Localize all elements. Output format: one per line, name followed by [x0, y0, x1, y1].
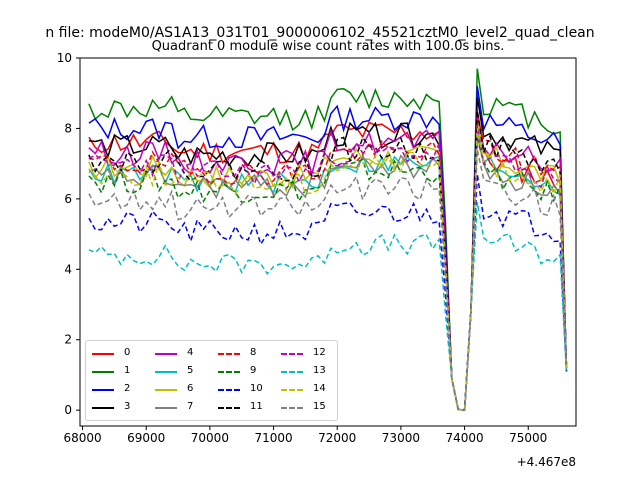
y-tick-label: 10: [57, 51, 72, 65]
legend-swatch: [155, 389, 177, 391]
legend-label: 8: [250, 347, 257, 358]
series-line-14: [88, 128, 568, 412]
x-axis: 68000 69000 70000 71000 72000 73000 74000 75000: [63, 426, 547, 445]
legend-swatch: [92, 389, 114, 391]
legend-entry-7: 7: [151, 400, 211, 416]
legend-label: 5: [187, 365, 194, 376]
legend-entry-11: 11: [214, 400, 274, 416]
legend-swatch: [92, 371, 114, 373]
legend-swatch: [155, 371, 177, 373]
legend-swatch: [92, 407, 114, 409]
y-tick-label: 6: [64, 192, 72, 206]
series-line-9: [88, 138, 568, 412]
y-tick-label: 2: [64, 333, 72, 347]
legend-entry-9: 9: [214, 364, 274, 380]
legend-swatch: [218, 371, 240, 373]
legend-label: 4: [187, 347, 194, 358]
y-tick-label: 4: [64, 262, 72, 276]
legend-label: 12: [313, 347, 326, 358]
series-line-1: [88, 68, 568, 412]
legend-label: 1: [124, 365, 131, 376]
y-tick-label: 8: [64, 121, 72, 135]
x-tick-label: 72000: [318, 431, 356, 445]
series-line-2: [88, 86, 568, 412]
series-line-15: [88, 149, 568, 412]
x-tick-label: 70000: [191, 431, 229, 445]
legend-grid: 0 1 2 3 4 5 6 7 8 9 10 11 12 13 14 15: [86, 341, 337, 420]
plot-frame: [79, 57, 577, 427]
legend-label: 9: [250, 365, 257, 376]
legend-swatch: [281, 371, 303, 373]
plot-lines: [88, 68, 568, 412]
series-line-4: [88, 110, 568, 412]
legend-swatch: [218, 389, 240, 391]
suptitle: n file: modeM0/AS1A13_031T01_9000006102_…: [45, 25, 594, 41]
x-tick-label: 75000: [509, 431, 547, 445]
x-offset-label: +4.467e8: [517, 455, 576, 469]
legend-entry-6: 6: [151, 382, 211, 398]
legend-entry-5: 5: [151, 364, 211, 380]
chart-title: Quadrant 0 module wise count rates with …: [152, 39, 505, 54]
x-tick-label: 69000: [127, 431, 165, 445]
legend-label: 11: [250, 401, 263, 412]
legend-label: 2: [124, 383, 131, 394]
legend-label: 14: [313, 383, 326, 394]
y-axis: 0 2 4 6 8 10: [57, 51, 80, 417]
legend-entry-15: 15: [277, 400, 337, 416]
x-tick-label: 71000: [254, 431, 292, 445]
series-line-12: [88, 124, 568, 412]
legend-swatch: [281, 353, 303, 355]
legend-label: 0: [124, 347, 131, 358]
legend-entry-2: 2: [88, 382, 148, 398]
legend-entry-1: 1: [88, 364, 148, 380]
legend-label: 10: [250, 383, 263, 394]
legend-label: 3: [124, 401, 131, 412]
y-tick-label: 0: [64, 403, 72, 417]
legend-label: 13: [313, 365, 326, 376]
legend-swatch: [281, 407, 303, 409]
legend-entry-8: 8: [214, 346, 274, 362]
legend-label: 7: [187, 401, 194, 412]
legend: 0 1 2 3 4 5 6 7 8 9 10 11 12 13 14 15: [85, 340, 338, 421]
legend-entry-10: 10: [214, 382, 274, 398]
legend-swatch: [155, 353, 177, 355]
legend-swatch: [281, 389, 303, 391]
legend-entry-4: 4: [151, 346, 211, 362]
legend-swatch: [92, 353, 114, 355]
series-line-13: [88, 202, 568, 412]
legend-entry-12: 12: [277, 346, 337, 362]
series-line-10: [88, 174, 568, 412]
legend-entry-14: 14: [277, 382, 337, 398]
x-tick-label: 74000: [445, 431, 483, 445]
series-line-6: [88, 121, 568, 412]
legend-entry-13: 13: [277, 364, 337, 380]
legend-label: 6: [187, 383, 194, 394]
x-tick-label: 73000: [382, 431, 420, 445]
series-line-7: [88, 135, 568, 412]
legend-entry-3: 3: [88, 400, 148, 416]
series-line-3: [88, 96, 568, 412]
legend-entry-0: 0: [88, 346, 148, 362]
x-tick-label: 68000: [63, 431, 101, 445]
legend-swatch: [218, 407, 240, 409]
legend-swatch: [218, 353, 240, 355]
legend-label: 15: [313, 401, 326, 412]
legend-swatch: [155, 407, 177, 409]
series-line-8: [88, 114, 568, 412]
